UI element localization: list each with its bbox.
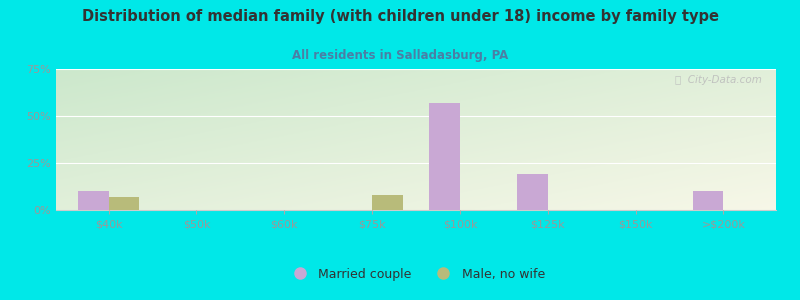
Bar xyxy=(693,191,723,210)
Bar xyxy=(372,195,403,210)
Bar xyxy=(517,174,548,210)
Text: All residents in Salladasburg, PA: All residents in Salladasburg, PA xyxy=(292,50,508,62)
Text: ⓘ  City-Data.com: ⓘ City-Data.com xyxy=(674,75,762,85)
Legend: Married couple, Male, no wife: Married couple, Male, no wife xyxy=(282,262,550,286)
Bar xyxy=(429,103,460,210)
Bar xyxy=(109,197,139,210)
Bar xyxy=(78,191,109,210)
Text: Distribution of median family (with children under 18) income by family type: Distribution of median family (with chil… xyxy=(82,9,718,24)
